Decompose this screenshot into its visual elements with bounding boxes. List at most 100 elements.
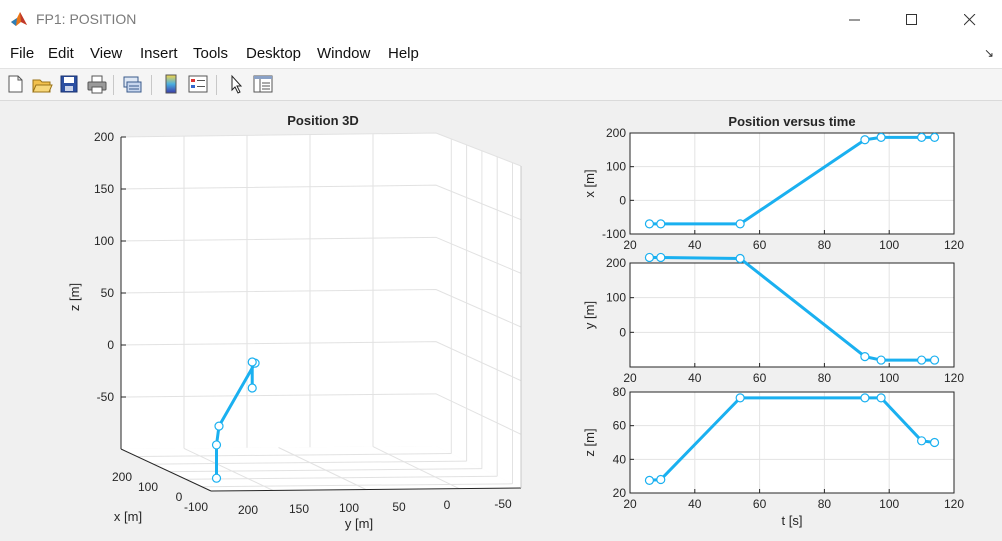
plot3d-grid-line [120, 341, 522, 382]
menu-bar: File Edit View Insert Tools Desktop Wind… [0, 40, 1002, 69]
subplot1-x-tick-label: 80 [818, 238, 832, 252]
plot3d-y-tick-label: 100 [339, 501, 359, 515]
plot3d-grid-line [120, 393, 522, 435]
menu-edit[interactable]: Edit [48, 45, 74, 62]
plot3d-grid-line [372, 446, 460, 490]
menu-tools[interactable]: Tools [193, 45, 229, 62]
subplot3-y-tick-label: 60 [613, 419, 627, 433]
subplot3-y-tick-label: 80 [613, 385, 627, 399]
plot3d-y-tick-label: 50 [392, 500, 406, 514]
save-icon[interactable] [58, 73, 80, 95]
menu-insert[interactable]: Insert [140, 45, 178, 62]
subplot3-data-point [916, 436, 927, 446]
window-title: FP1: POSITION [36, 11, 137, 27]
toolbar [0, 69, 1002, 101]
subplot1-title: Position versus time [728, 114, 855, 129]
subplot3-data-point [929, 437, 940, 448]
menu-file[interactable]: File [10, 45, 35, 62]
plot3d-floor [121, 446, 521, 491]
subplot2-data-point [876, 355, 886, 365]
matlab-logo-icon [11, 12, 27, 26]
plot3d-x-tick-label: 0 [176, 490, 183, 504]
plot3d-grid-line [120, 184, 522, 221]
subplot1-y-tick-label: -100 [602, 227, 626, 241]
plot3d-z-tick-label: 200 [94, 130, 114, 144]
plot3d-y-label: y [m] [345, 516, 373, 531]
pointer-icon[interactable] [225, 73, 247, 95]
subplot1-y-tick-label: 0 [619, 193, 626, 207]
dock-arrow-icon[interactable]: ↘ [983, 46, 994, 60]
menu-view[interactable]: View [90, 45, 123, 62]
close-button[interactable] [947, 0, 993, 40]
plot3d-z-tick-label: 150 [94, 182, 114, 196]
subplot1-x-tick-label: 40 [688, 238, 702, 252]
subplot2-data-point [735, 253, 745, 264]
maximize-button[interactable] [889, 0, 935, 40]
minimize-button[interactable] [832, 0, 878, 40]
close-icon [964, 14, 976, 26]
plot3d-grid-line [201, 483, 513, 488]
subplot3-x-tick-label: 100 [879, 497, 899, 511]
subplot3-x-tick-label: 40 [688, 497, 702, 511]
link-icon[interactable] [121, 73, 143, 95]
new-figure-icon[interactable] [4, 73, 26, 95]
plot3d-right-wall [436, 133, 521, 488]
plot3d-data-point [211, 473, 222, 483]
open-file-icon[interactable] [31, 73, 53, 95]
plot3d-z-tick-label: -50 [97, 390, 115, 404]
plot3d-data-point [211, 440, 222, 450]
subplot3-frame [629, 391, 955, 494]
subplot2-x-tick-label: 120 [944, 371, 964, 385]
subplot2-y-tick-label: 0 [619, 325, 626, 339]
plot3d-data-point [247, 383, 257, 393]
subplot3-x-tick-label: 80 [818, 497, 832, 511]
plot3d-grid-line [169, 468, 482, 473]
plot3d-x-tick-label: -100 [184, 500, 208, 514]
subplot1-data-point [656, 219, 666, 229]
subplot2-frame [629, 262, 955, 368]
legend-icon[interactable] [187, 73, 209, 95]
subplot3-data-point [876, 393, 886, 403]
plot3d-data-point [214, 421, 224, 431]
toolbar-separator [216, 75, 217, 95]
colorbar-icon[interactable] [160, 73, 182, 95]
subplot3-y-label: z [m] [582, 428, 597, 456]
menu-window[interactable]: Window [317, 45, 371, 62]
plot3d-x-label: x [m] [114, 509, 142, 524]
property-editor-icon[interactable] [252, 73, 274, 95]
plot3d-grid-line [120, 288, 522, 328]
subplot3-data-point [644, 475, 655, 485]
plot3d-grid-line [183, 447, 274, 491]
subplot1-data-point [644, 219, 655, 229]
subplot2-data-point [860, 352, 870, 362]
plot3d-z-tick-label: 50 [101, 286, 115, 300]
plot3d-z-tick-label: 0 [107, 338, 114, 352]
plot3d-data-point [247, 357, 257, 367]
menu-help[interactable]: Help [388, 45, 419, 62]
subplot2-x-tick-label: 100 [879, 371, 899, 385]
plot3d-z-label: z [m] [67, 283, 82, 311]
subplot2-x-tick-label: 60 [753, 371, 767, 385]
subplot3-data-point [735, 393, 745, 403]
subplot3-data-point [860, 393, 870, 403]
toolbar-separator [113, 75, 114, 95]
title-bar: FP1: POSITION [0, 0, 1002, 40]
print-icon[interactable] [86, 73, 108, 95]
subplot2-background [630, 263, 954, 367]
subplot3-y-tick-label: 40 [613, 452, 627, 466]
subplot1-data-point [876, 132, 886, 142]
plot3d-y-axis [210, 487, 522, 492]
subplot1-background [630, 133, 954, 234]
subplot2-y-label: y [m] [582, 301, 597, 329]
subplot2-x-tick-label: 80 [818, 371, 832, 385]
plot3d-x-tick-label: 100 [138, 480, 158, 494]
menu-desktop[interactable]: Desktop [246, 45, 302, 62]
subplot3-x-label: t [s] [782, 513, 803, 528]
subplot3-x-tick-label: 120 [944, 497, 964, 511]
subplot1-x-tick-label: 20 [623, 238, 637, 252]
subplot1-y-tick-label: 100 [606, 160, 626, 174]
plot3d-grid-line [185, 475, 498, 480]
plot3d-y-tick-label: -50 [494, 497, 512, 511]
plot3d-y-tick-label: 150 [289, 502, 309, 516]
